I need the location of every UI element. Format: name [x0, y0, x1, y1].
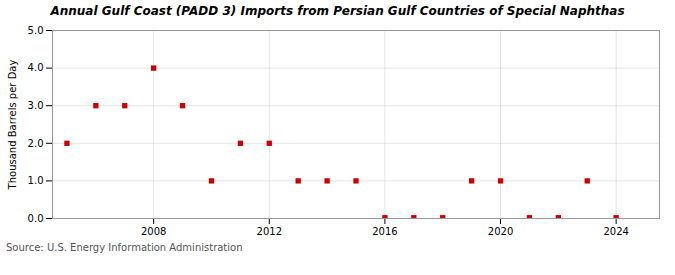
svg-text:2012: 2012: [257, 226, 282, 237]
svg-text:2020: 2020: [488, 226, 513, 237]
html-text:Source: U.S. Energy Informatio: Source: U.S. Energy Information Administ…: [6, 242, 243, 253]
svg-text:2024: 2024: [603, 226, 628, 237]
svg-text:2.0: 2.0: [28, 138, 44, 149]
svg-text:4.0: 4.0: [28, 62, 44, 73]
svg-text:3.0: 3.0: [28, 100, 44, 111]
svg-text:2008: 2008: [141, 226, 166, 237]
svg-text:0.0: 0.0: [28, 213, 44, 224]
html-text:Annual Gulf Coast (PADD 3) Imp: Annual Gulf Coast (PADD 3) Imports from …: [50, 4, 625, 18]
svg-text:Thousand Barrels per Day: Thousand Barrels per Day: [7, 60, 18, 191]
svg-text:5.0: 5.0: [28, 25, 44, 36]
svg-text:2016: 2016: [372, 226, 397, 237]
svg-text:1.0: 1.0: [28, 175, 44, 186]
